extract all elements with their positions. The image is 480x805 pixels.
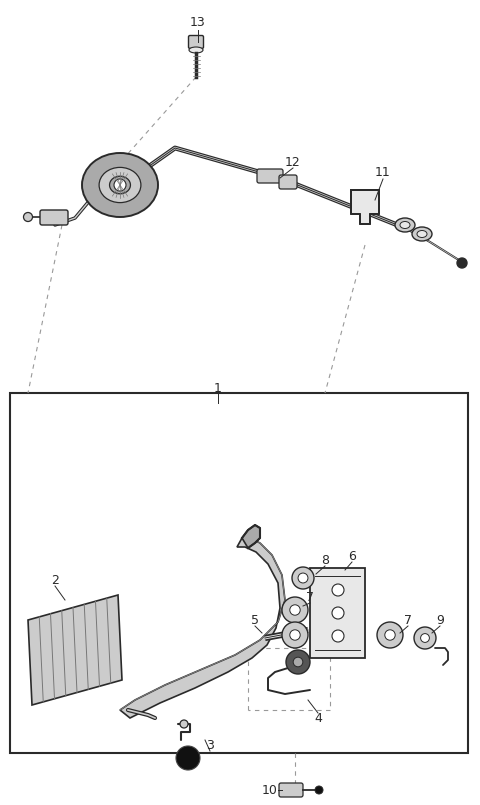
Circle shape	[377, 622, 403, 648]
FancyBboxPatch shape	[40, 210, 68, 225]
Text: 10: 10	[262, 783, 278, 796]
Circle shape	[286, 650, 310, 674]
Circle shape	[24, 213, 33, 221]
Text: 1: 1	[214, 382, 222, 394]
Circle shape	[332, 607, 344, 619]
Text: 5: 5	[251, 613, 259, 626]
Text: 12: 12	[285, 155, 301, 168]
Circle shape	[385, 630, 395, 640]
Ellipse shape	[417, 230, 427, 237]
Text: 9: 9	[436, 613, 444, 626]
Text: 3: 3	[206, 738, 214, 752]
Text: 7: 7	[306, 591, 314, 604]
Circle shape	[332, 584, 344, 596]
Circle shape	[315, 786, 323, 794]
Bar	[10, 393, 468, 753]
Ellipse shape	[395, 218, 415, 232]
Circle shape	[282, 597, 308, 623]
Circle shape	[292, 567, 314, 589]
Ellipse shape	[412, 227, 432, 241]
Text: 7: 7	[404, 613, 412, 626]
Polygon shape	[351, 190, 379, 224]
Polygon shape	[120, 538, 285, 718]
Circle shape	[180, 720, 188, 728]
Bar	[310, 568, 365, 658]
Polygon shape	[28, 595, 122, 705]
FancyBboxPatch shape	[279, 175, 297, 189]
Circle shape	[298, 573, 308, 583]
Circle shape	[332, 630, 344, 642]
Text: 6: 6	[348, 550, 356, 563]
FancyBboxPatch shape	[189, 35, 204, 48]
Circle shape	[290, 630, 300, 640]
Text: 2: 2	[51, 573, 59, 587]
Text: 4: 4	[314, 712, 322, 724]
FancyBboxPatch shape	[279, 783, 303, 797]
Ellipse shape	[99, 167, 141, 203]
Ellipse shape	[189, 47, 203, 53]
Circle shape	[282, 622, 308, 648]
FancyBboxPatch shape	[257, 169, 283, 183]
Circle shape	[414, 627, 436, 649]
Ellipse shape	[400, 221, 410, 229]
Text: 13: 13	[190, 15, 206, 28]
Polygon shape	[242, 525, 260, 548]
Circle shape	[420, 634, 430, 642]
Ellipse shape	[82, 153, 158, 217]
Ellipse shape	[109, 176, 131, 194]
Text: 8: 8	[321, 554, 329, 567]
Circle shape	[293, 657, 303, 667]
Circle shape	[114, 179, 126, 191]
Circle shape	[290, 605, 300, 615]
Text: 11: 11	[375, 166, 391, 179]
Circle shape	[176, 746, 200, 770]
Circle shape	[457, 258, 467, 268]
